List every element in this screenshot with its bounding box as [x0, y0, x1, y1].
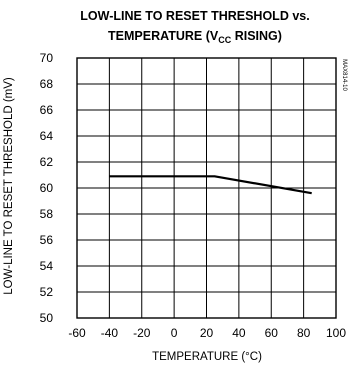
y-tick-label: 68	[40, 77, 54, 91]
chart-title-line1: LOW-LINE TO RESET THRESHOLD vs.	[80, 9, 309, 23]
chart-title-line2: TEMPERATURE (VCC RISING)	[108, 29, 282, 45]
y-tick-label: 66	[40, 103, 54, 117]
grid-lines	[77, 58, 336, 318]
chart-title-line2-prefix: TEMPERATURE (V	[108, 29, 219, 43]
chart-title-line2-suffix: RISING)	[231, 29, 282, 43]
x-tick-label: -60	[68, 326, 86, 340]
y-tick-label: 50	[40, 311, 54, 325]
x-tick-label: 60	[265, 326, 279, 340]
x-tick-label: 80	[297, 326, 311, 340]
x-tick-label: 40	[232, 326, 246, 340]
x-axis-label: TEMPERATURE (°C)	[152, 351, 262, 363]
y-tick-labels: 70 68 66 64 62 60 58 56 54 52 50	[40, 51, 54, 325]
chart-title-line2-subscript: CC	[218, 35, 231, 45]
y-tick-label: 62	[40, 155, 54, 169]
y-tick-label: 60	[40, 181, 54, 195]
x-tick-label: -40	[101, 326, 119, 340]
plot-border	[76, 57, 337, 319]
x-tick-label: 0	[171, 326, 178, 340]
y-tick-label: 56	[40, 233, 54, 247]
series-line	[109, 175, 312, 195]
y-axis-label: LOW-LINE TO RESET THRESHOLD (mV)	[3, 77, 15, 295]
y-tick-label: 52	[40, 285, 54, 299]
x-tick-label: 20	[200, 326, 214, 340]
y-tick-label: 54	[40, 259, 54, 273]
x-tick-label: 100	[326, 326, 346, 340]
y-tick-label: 58	[40, 207, 54, 221]
y-tick-label: 64	[40, 129, 54, 143]
series-group	[109, 175, 312, 195]
y-tick-label: 70	[40, 51, 54, 65]
x-tick-label: -20	[133, 326, 151, 340]
part-number-watermark: MAX814-10	[341, 59, 347, 91]
x-tick-labels: -60 -40 -20 0 20 40 60 80 100	[68, 326, 346, 340]
